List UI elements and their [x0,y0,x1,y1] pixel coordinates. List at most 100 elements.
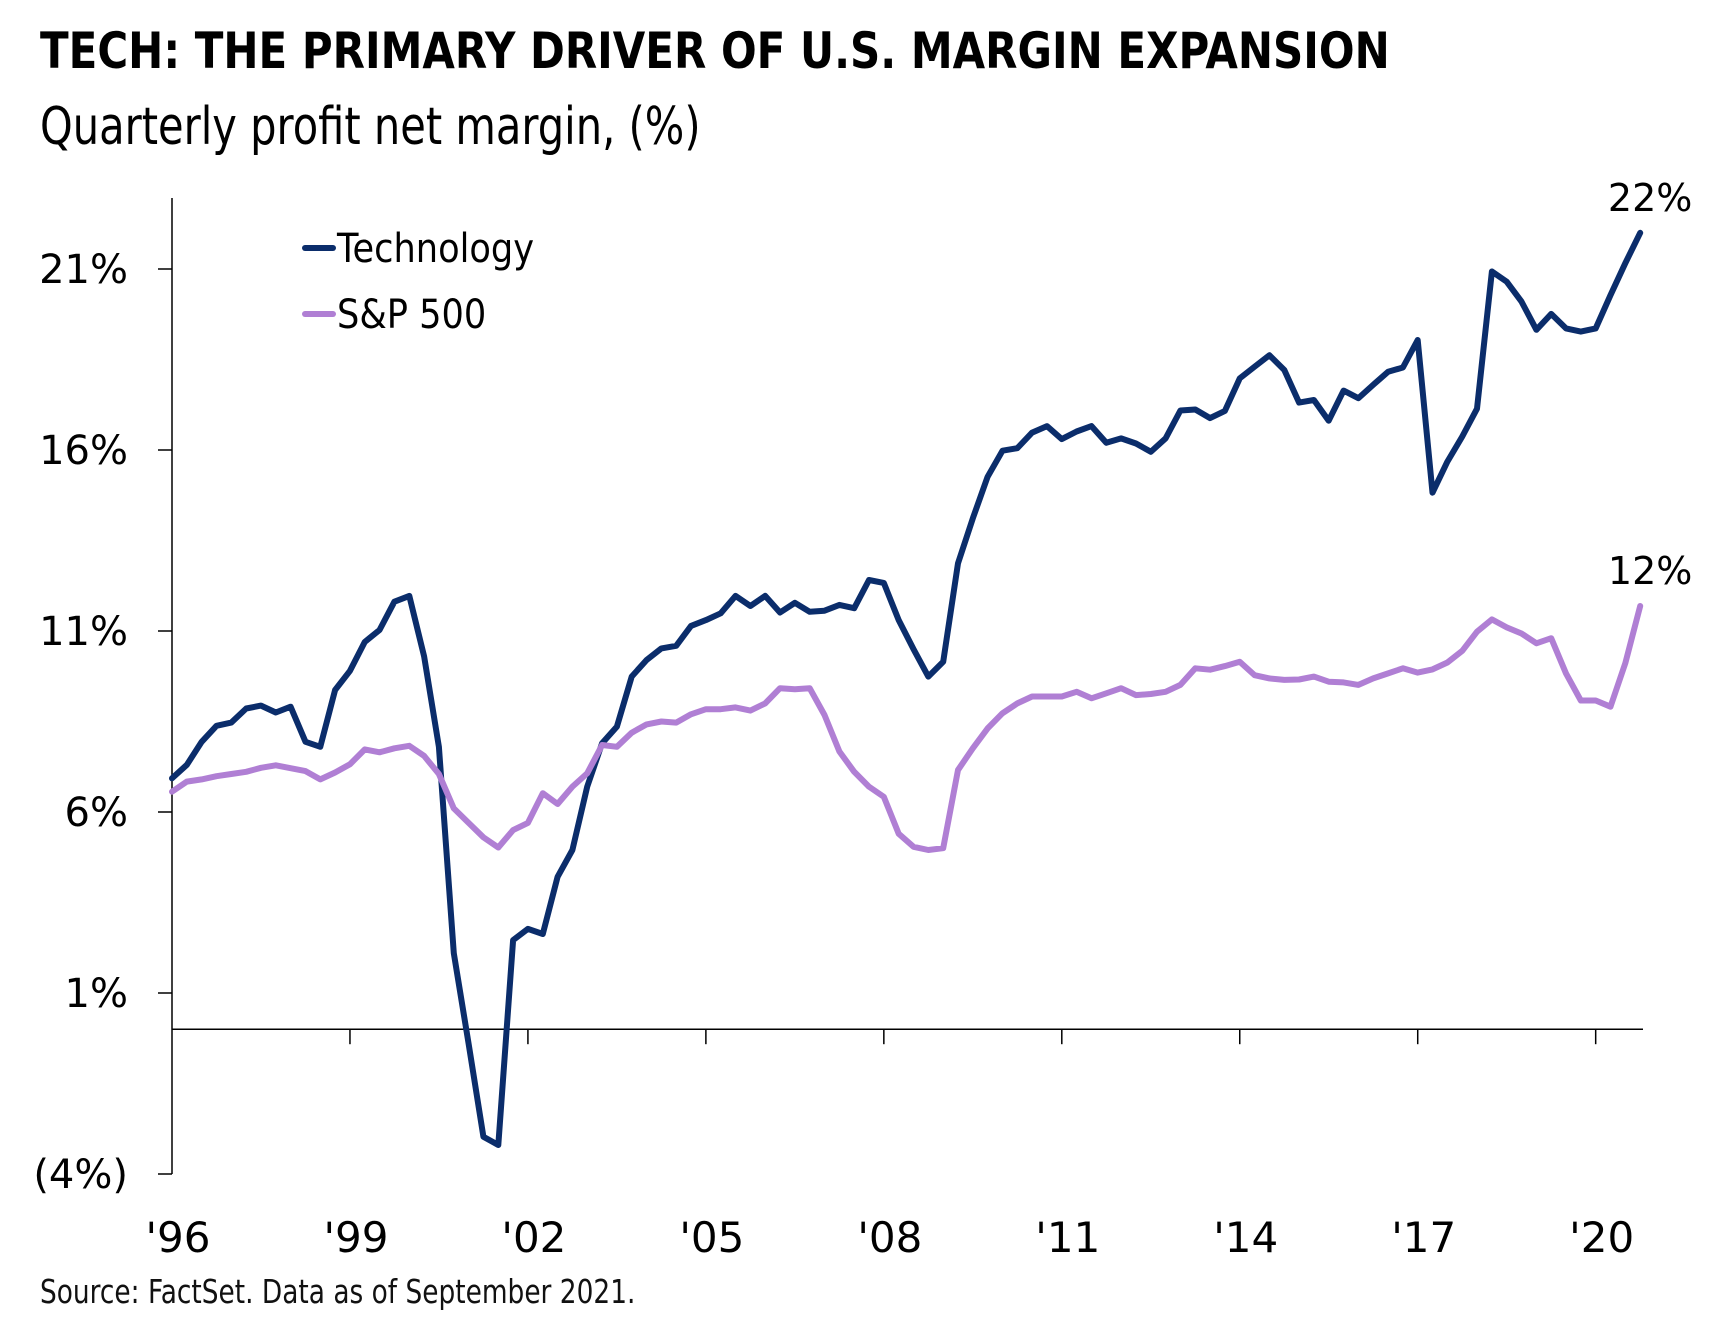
data-point [332,770,338,776]
data-point [925,847,931,853]
data-point [836,749,842,755]
data-point [1163,689,1169,695]
data-point [436,744,442,750]
x-tick-label: '99 [323,1213,388,1262]
data-point [881,580,887,586]
data-point [332,687,338,693]
data-point [777,610,783,616]
data-point [1192,407,1198,413]
data-point [480,1134,486,1140]
data-point [762,700,768,706]
data-point [807,685,813,691]
data-point [1014,445,1020,451]
data-point [273,762,279,768]
data-point [288,704,294,710]
data-point [1133,692,1139,698]
data-point [1237,659,1243,665]
data-point [1148,691,1154,697]
data-point [1089,695,1095,701]
data-point [228,771,234,777]
data-point [1029,430,1035,436]
legend: Technology S&P 500 [302,225,534,338]
legend-label: S&P 500 [337,291,486,338]
data-point [1311,674,1317,680]
data-point [1044,694,1050,700]
data-point [466,820,472,826]
data-point [747,603,753,609]
data-point [1103,690,1109,696]
data-point [1504,279,1510,285]
data-point [495,1142,501,1148]
data-point [1133,441,1139,447]
data-point [1444,459,1450,465]
data-point [1637,603,1643,609]
data-point [377,627,383,633]
data-point [288,765,294,771]
y-tick-label: (4%) [33,1152,128,1198]
data-point [703,706,709,712]
x-tick-label: '08 [857,1213,922,1262]
data-point [1370,675,1376,681]
data-point [362,746,368,752]
data-point [258,703,264,709]
data-point [1192,665,1198,671]
data-point [673,643,679,649]
data-point [199,739,205,745]
data-point [1489,269,1495,275]
data-point [1355,395,1361,401]
data-point [480,834,486,840]
end-labels: 22% 12% [1608,176,1692,593]
data-point [303,739,309,745]
data-point [540,931,546,937]
data-point [614,744,620,750]
data-point [406,593,412,599]
y-tick-label: 21% [39,247,128,293]
data-point [1444,660,1450,666]
data-point [214,773,220,779]
data-point [1163,435,1169,441]
data-point [718,706,724,712]
y-axis-ticks: 21% 16% 11% 6% 1% (4%) [33,247,172,1198]
data-point [1103,440,1109,446]
data-point [495,845,501,851]
data-point [1578,329,1584,335]
data-point [1504,624,1510,630]
end-label-s-p-500: 12% [1608,549,1692,593]
source-note: Source: FactSet. Data as of September 20… [40,1272,636,1311]
data-point [1385,670,1391,676]
data-point [1207,667,1213,673]
chart-subtitle: Quarterly profit net margin, (%) [40,97,701,157]
legend-label: Technology [336,225,534,272]
data-point [1489,616,1495,622]
y-tick-label: 11% [39,609,128,655]
data-point [970,745,976,751]
data-point [658,719,664,725]
data-point [1029,694,1035,700]
data-point [1266,352,1272,358]
axes [171,198,1643,1174]
data-point [243,706,249,712]
data-point [629,730,635,736]
data-point [184,779,190,785]
data-point [866,784,872,790]
data-point [451,950,457,956]
data-point [1326,418,1332,424]
data-point [1341,679,1347,685]
data-point [896,617,902,623]
data-point [911,844,917,850]
data-point [822,608,828,614]
data-point [955,767,961,773]
data-point [1548,635,1554,641]
data-point [569,847,575,853]
data-point [1311,397,1317,403]
data-point [807,609,813,615]
data-point [1044,423,1050,429]
data-point [421,653,427,659]
data-point [1593,325,1599,331]
data-point [347,761,353,767]
data-point [718,610,724,616]
data-point [1222,408,1228,414]
data-point [1415,670,1421,676]
data-point [243,769,249,775]
data-point [510,937,516,943]
